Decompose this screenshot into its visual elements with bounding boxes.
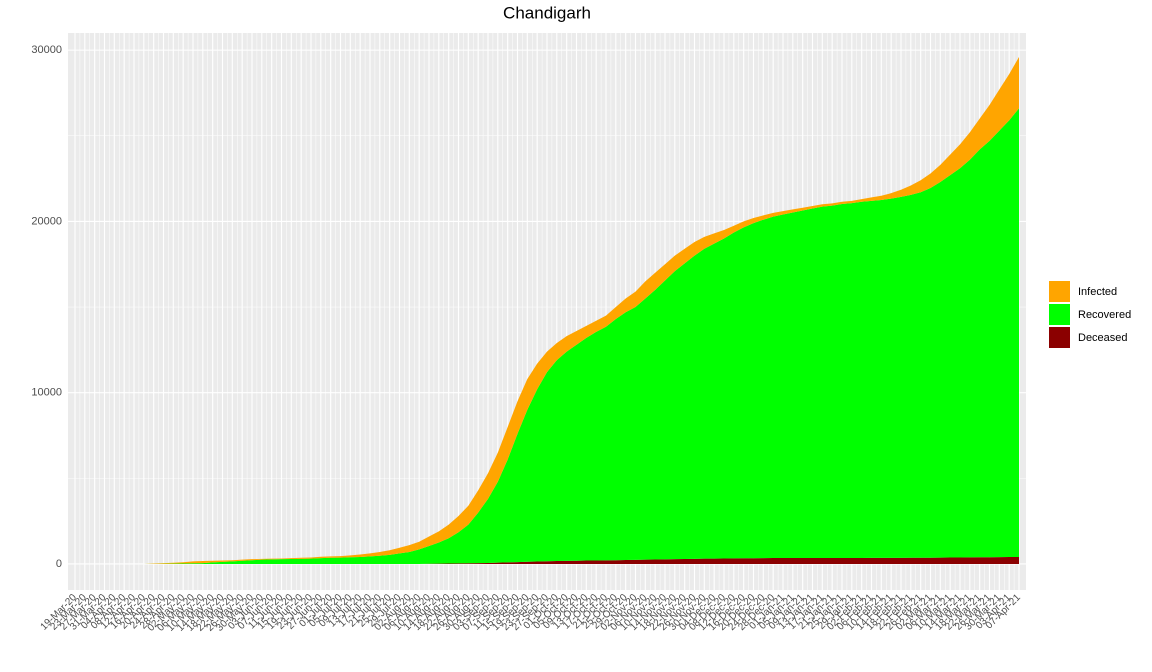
labels: 010000200003000019-Mar-2023-Mar-2027-Mar… [31,44,1131,634]
y-tick-label: 10000 [31,387,62,399]
legend-key [1049,304,1070,325]
chart-title: Chandigarh [503,3,591,22]
legend-key [1049,281,1070,302]
area [75,556,1019,564]
y-tick-label: 30000 [31,44,62,56]
y-tick-label: 0 [56,558,62,570]
legend-key [1049,327,1070,348]
legend-label: Infected [1078,286,1117,298]
area [75,108,1019,564]
legend-label: Recovered [1078,309,1131,321]
y-tick-label: 20000 [31,215,62,227]
areas [75,56,1019,564]
legend-label: Deceased [1078,332,1128,344]
